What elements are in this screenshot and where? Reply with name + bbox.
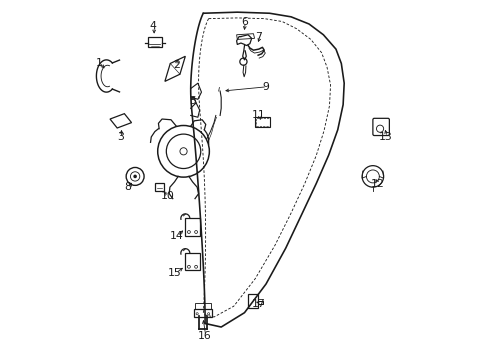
Bar: [247, 294, 258, 309]
Text: 5: 5: [189, 96, 196, 106]
Bar: [195, 303, 210, 309]
Bar: [185, 253, 199, 270]
Text: 15: 15: [167, 268, 181, 278]
Text: 3: 3: [117, 132, 124, 142]
Text: 8: 8: [124, 182, 131, 192]
Text: 14: 14: [169, 231, 183, 240]
Text: 6: 6: [241, 17, 247, 27]
Text: 17: 17: [251, 299, 265, 309]
Text: 4: 4: [149, 21, 156, 31]
Text: 9: 9: [262, 82, 269, 92]
Bar: [185, 219, 199, 235]
Bar: [194, 309, 211, 317]
Bar: [255, 117, 270, 127]
Text: 7: 7: [255, 32, 262, 41]
Text: 11: 11: [251, 111, 265, 121]
Text: 1: 1: [96, 58, 102, 68]
Text: 13: 13: [379, 132, 392, 142]
Circle shape: [133, 175, 137, 178]
Bar: [155, 183, 163, 192]
Text: 10: 10: [160, 191, 174, 201]
Text: 2: 2: [173, 60, 180, 70]
Text: 12: 12: [369, 179, 383, 189]
Bar: [255, 118, 269, 126]
Text: 16: 16: [198, 331, 211, 341]
